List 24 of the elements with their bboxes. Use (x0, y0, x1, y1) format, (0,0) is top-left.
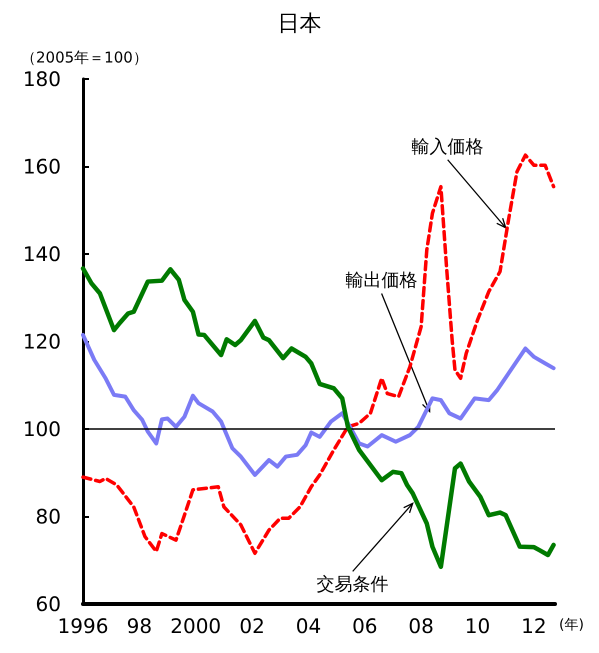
x-tick-label: 04 (296, 614, 322, 638)
y-tick-label: 140 (22, 242, 61, 266)
x-axis-title: (年) (559, 617, 584, 633)
y-axis-title: （2005年＝100） (21, 48, 148, 66)
x-tick-label: 12 (521, 614, 547, 638)
line-series (81, 332, 556, 477)
y-tick-label: 180 (22, 67, 61, 91)
line-series (80, 266, 556, 570)
annotation: 輸入価格 (412, 136, 484, 158)
y-tick-label: 60 (36, 592, 61, 616)
x-tick-label: 08 (408, 614, 434, 638)
x-tick-label: 10 (464, 614, 490, 638)
x-tick-label: 1996 (58, 614, 108, 638)
annotation: 輸出価格 (346, 270, 418, 291)
y-tick-label: 160 (22, 154, 61, 178)
y-tick-label: 100 (22, 417, 61, 441)
x-tick-label: 98 (126, 614, 152, 638)
x-tick-label: 2000 (170, 614, 222, 638)
chart-title: 日本 (278, 12, 322, 36)
x-tick-label: 02 (239, 614, 265, 638)
y-tick-label: 120 (22, 330, 61, 354)
y-tick-label: 80 (36, 504, 61, 528)
annotation: 交易条件 (316, 574, 389, 595)
x-tick-label: 06 (352, 614, 378, 638)
